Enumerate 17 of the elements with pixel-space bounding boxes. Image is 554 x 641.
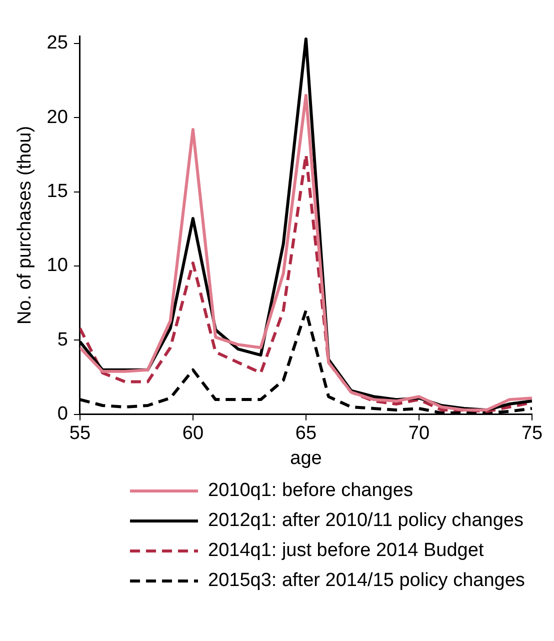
- legend-label: 2014q1: just before 2014 Budget: [208, 540, 484, 562]
- x-axis-title: age: [290, 448, 322, 469]
- legend-label: 2012q1: after 2010/11 policy changes: [208, 510, 524, 532]
- y-tick-label: 25: [46, 32, 68, 54]
- y-tick-label: 5: [57, 329, 68, 350]
- x-tick-label: 60: [182, 423, 204, 444]
- y-tick-label: 10: [46, 255, 68, 276]
- x-tick-label: 65: [295, 423, 317, 444]
- y-tick-label: 0: [57, 404, 68, 425]
- y-axis-title: No. of purchases (thou): [14, 126, 36, 324]
- y-tick-label: 20: [46, 106, 68, 128]
- legend-label: 2010q1: before changes: [208, 480, 413, 502]
- x-tick-label: 55: [69, 423, 91, 444]
- x-tick-label: 70: [408, 423, 430, 444]
- x-tick-label: 75: [521, 423, 543, 444]
- y-tick-label: 15: [46, 181, 68, 202]
- legend-label: 2015q3: after 2014/15 policy changes: [208, 570, 525, 592]
